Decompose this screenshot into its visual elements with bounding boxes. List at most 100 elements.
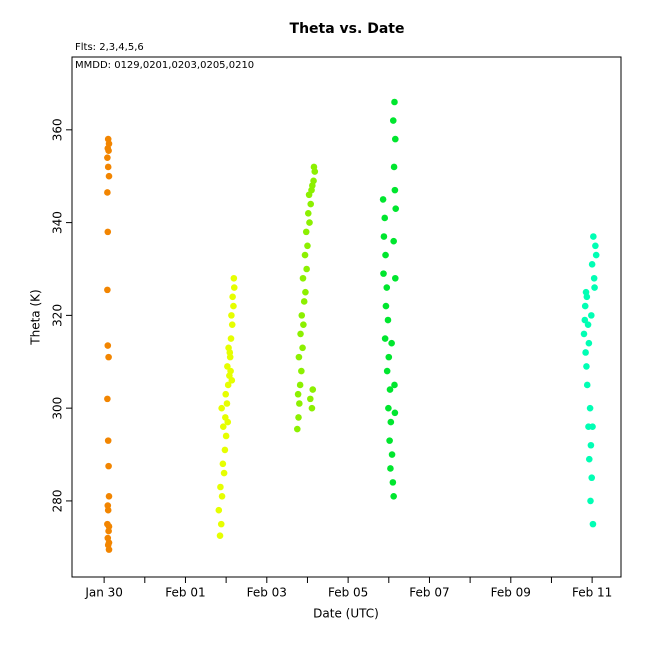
point bbox=[220, 469, 228, 477]
point bbox=[218, 404, 225, 412]
point bbox=[391, 381, 398, 389]
point bbox=[391, 98, 398, 106]
x-tick-label: Feb 03 bbox=[247, 586, 287, 600]
x-axis-label: Date (UTC) bbox=[313, 607, 379, 621]
point bbox=[226, 349, 234, 356]
point bbox=[104, 154, 111, 161]
point bbox=[388, 451, 396, 458]
point bbox=[585, 339, 593, 347]
point bbox=[295, 414, 302, 421]
x-tick-label: Feb 09 bbox=[491, 586, 531, 600]
point bbox=[301, 251, 309, 259]
point bbox=[105, 353, 112, 361]
point bbox=[382, 302, 390, 310]
point bbox=[308, 404, 316, 412]
point bbox=[306, 219, 313, 226]
point bbox=[230, 302, 237, 310]
point bbox=[592, 242, 599, 250]
point bbox=[380, 270, 387, 277]
point bbox=[105, 462, 112, 470]
point bbox=[587, 441, 595, 449]
point bbox=[581, 302, 589, 310]
point bbox=[302, 288, 309, 296]
point bbox=[223, 400, 231, 407]
point bbox=[304, 210, 312, 217]
point bbox=[227, 335, 235, 342]
point bbox=[104, 189, 111, 196]
point bbox=[387, 465, 394, 472]
annotation: MMDD: 0129,0201,0203,0205,0210 bbox=[75, 60, 254, 71]
point bbox=[104, 437, 112, 444]
point bbox=[589, 423, 596, 431]
point bbox=[307, 200, 315, 208]
point bbox=[391, 186, 399, 194]
point bbox=[104, 506, 112, 514]
point bbox=[582, 349, 589, 356]
point bbox=[588, 261, 596, 268]
point bbox=[297, 330, 304, 338]
point bbox=[390, 163, 398, 171]
x-tick-label: Feb 05 bbox=[328, 586, 368, 600]
point bbox=[392, 205, 400, 212]
point bbox=[296, 400, 303, 407]
point bbox=[380, 233, 388, 240]
y-tick-label: 340 bbox=[51, 211, 65, 234]
point bbox=[586, 404, 594, 412]
point bbox=[222, 390, 230, 398]
y-tick-label: 320 bbox=[50, 304, 64, 327]
y-tick-label: 300 bbox=[51, 397, 65, 420]
x-tick-label: Feb 07 bbox=[409, 586, 449, 600]
point bbox=[300, 321, 307, 328]
point bbox=[389, 479, 397, 486]
point bbox=[387, 418, 395, 426]
point bbox=[383, 367, 391, 375]
point bbox=[580, 330, 588, 338]
point bbox=[303, 265, 310, 273]
point bbox=[222, 432, 230, 440]
point bbox=[386, 437, 393, 444]
x-tick-label: Feb 01 bbox=[165, 586, 205, 600]
point bbox=[307, 395, 314, 403]
y-tick-label: 280 bbox=[51, 489, 65, 512]
chart-title: Theta vs. Date bbox=[290, 21, 405, 37]
point bbox=[587, 497, 594, 505]
point bbox=[585, 455, 593, 463]
point bbox=[299, 274, 307, 282]
point bbox=[381, 335, 389, 342]
point bbox=[385, 404, 392, 412]
point bbox=[228, 321, 236, 328]
point bbox=[295, 353, 303, 361]
point bbox=[216, 532, 224, 540]
point bbox=[298, 312, 306, 319]
point bbox=[310, 163, 318, 171]
point bbox=[296, 381, 304, 389]
point bbox=[381, 214, 389, 222]
point bbox=[105, 172, 113, 180]
point bbox=[581, 316, 589, 324]
point bbox=[294, 390, 302, 398]
x-tick-label: Feb 11 bbox=[572, 586, 612, 600]
point bbox=[310, 177, 317, 185]
point bbox=[293, 425, 301, 433]
point bbox=[304, 242, 311, 250]
point bbox=[386, 386, 394, 393]
point bbox=[104, 342, 112, 349]
point bbox=[224, 381, 232, 389]
point bbox=[229, 293, 236, 301]
point bbox=[302, 228, 310, 236]
point bbox=[228, 377, 236, 384]
point bbox=[219, 423, 227, 431]
point bbox=[227, 367, 234, 375]
point bbox=[224, 363, 231, 370]
point bbox=[389, 117, 397, 124]
point bbox=[392, 135, 399, 143]
point bbox=[221, 446, 229, 454]
point bbox=[383, 284, 391, 291]
point bbox=[217, 483, 224, 491]
point bbox=[298, 367, 305, 375]
point bbox=[390, 237, 397, 245]
point bbox=[385, 353, 393, 361]
point bbox=[590, 233, 597, 240]
point bbox=[588, 474, 596, 482]
point bbox=[390, 492, 397, 500]
